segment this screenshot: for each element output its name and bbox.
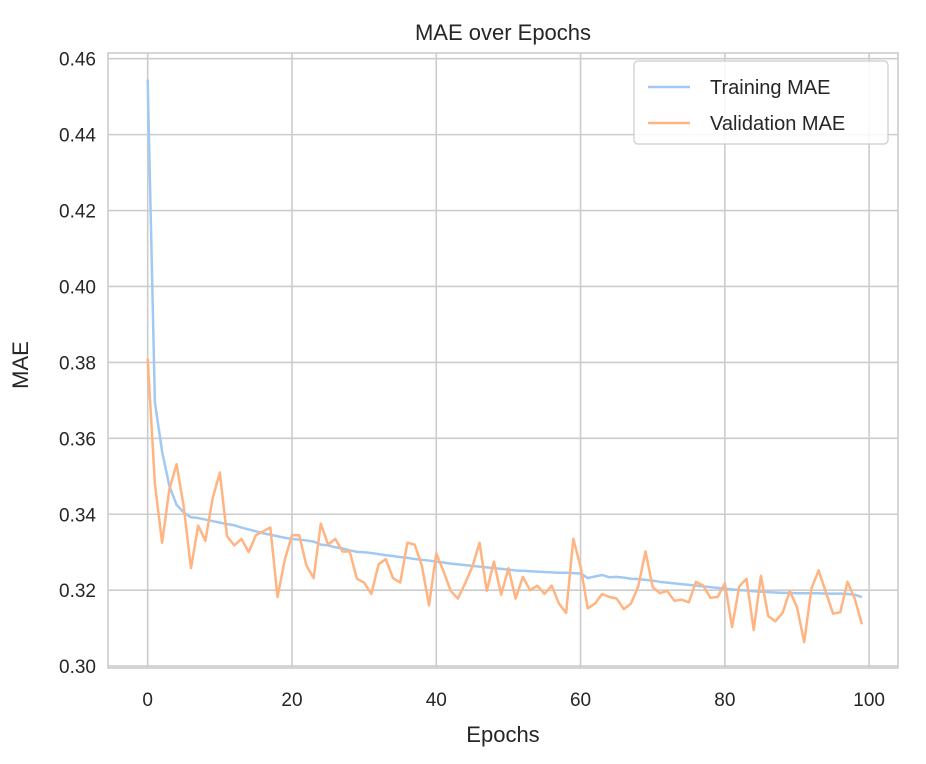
x-tick-label: 0	[142, 690, 153, 711]
tick-labels: 0 20 40 60 80 100 0.30 0.32 0.34 0.36 0.38 0.40 0.42…	[59, 50, 885, 711]
grid-lines	[108, 53, 898, 668]
series-lines	[146, 79, 864, 644]
x-axis-label: Epochs	[466, 722, 539, 747]
y-tick-label: 0.32	[59, 581, 96, 602]
y-tick-label: 0.30	[59, 657, 96, 678]
y-tick-label: 0.36	[59, 429, 96, 450]
y-axis-label: MAE	[8, 341, 33, 389]
x-tick-label: 60	[570, 690, 591, 711]
y-tick-label: 0.44	[59, 126, 96, 147]
y-tick-label: 0.42	[59, 202, 96, 223]
x-tick-label: 80	[714, 690, 735, 711]
x-tick-label: 100	[853, 690, 885, 711]
legend-label-validation: Validation MAE	[710, 113, 845, 135]
chart-title: MAE over Epochs	[415, 20, 591, 45]
y-tick-label: 0.34	[59, 505, 96, 526]
x-tick-label: 20	[281, 690, 302, 711]
y-tick-label: 0.38	[59, 353, 96, 374]
y-tick-label: 0.40	[59, 277, 96, 298]
y-tick-label: 0.46	[59, 50, 96, 71]
x-tick-label: 40	[426, 690, 447, 711]
legend-label-training: Training MAE	[710, 77, 830, 99]
plot-frame	[107, 52, 899, 669]
legend: Training MAE Validation MAE	[633, 60, 889, 145]
legend-box	[633, 60, 889, 145]
series-line-training-mae	[146, 79, 863, 599]
series-line-validation-mae	[146, 358, 864, 644]
